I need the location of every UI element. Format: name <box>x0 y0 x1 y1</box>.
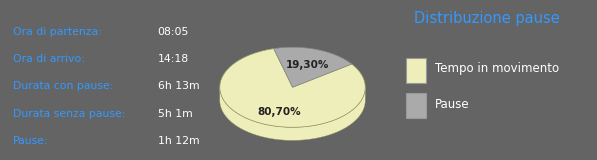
Bar <box>406 93 426 118</box>
Text: Pause: Pause <box>435 97 469 111</box>
Text: 19,30%: 19,30% <box>285 60 329 70</box>
Bar <box>406 58 426 83</box>
Text: Tempo in movimento: Tempo in movimento <box>435 62 559 75</box>
Text: 80,70%: 80,70% <box>257 107 301 117</box>
Polygon shape <box>220 87 365 140</box>
Text: 1h 12m: 1h 12m <box>158 136 199 146</box>
Text: 5h 1m: 5h 1m <box>158 109 192 119</box>
Polygon shape <box>273 47 352 87</box>
Text: 6h 13m: 6h 13m <box>158 81 199 91</box>
Text: Durata senza pause:: Durata senza pause: <box>13 109 125 119</box>
Polygon shape <box>220 49 365 127</box>
Text: Durata con pause:: Durata con pause: <box>13 81 113 91</box>
Text: Ora di arrivo:: Ora di arrivo: <box>13 54 85 64</box>
Text: Ora di partenza:: Ora di partenza: <box>13 27 102 37</box>
Text: 14:18: 14:18 <box>158 54 189 64</box>
Text: Distribuzione pause: Distribuzione pause <box>414 11 560 26</box>
Text: 08:05: 08:05 <box>158 27 189 37</box>
Text: Pause:: Pause: <box>13 136 49 146</box>
